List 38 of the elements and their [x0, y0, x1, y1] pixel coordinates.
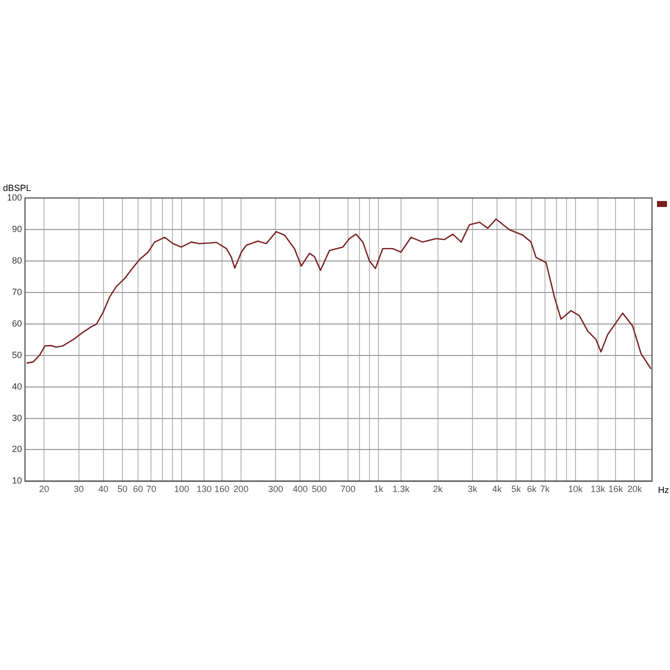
x-tick-label: 2k — [433, 484, 444, 494]
x-tick-label: 160 — [214, 484, 230, 494]
y-tick-label: 90 — [12, 224, 22, 234]
y-axis-title: dBSPL — [3, 182, 32, 193]
x-tick-label: 1k — [374, 484, 384, 494]
y-tick-label: 60 — [12, 318, 22, 328]
x-tick-label: 400 — [292, 484, 308, 494]
x-tick-label: 6k — [526, 484, 537, 494]
y-tick-label: 20 — [12, 444, 22, 454]
x-tick-label: 200 — [233, 484, 248, 494]
x-tick-label: 30 — [74, 484, 84, 494]
x-tick-label: 20 — [39, 484, 50, 494]
x-tick-label: 3k — [468, 484, 478, 494]
x-tick-label: 13k — [590, 484, 606, 494]
x-axis-title: Hz — [658, 485, 670, 496]
x-tick-label: 100 — [174, 484, 190, 494]
x-tick-label: 4k — [492, 484, 502, 494]
x-tick-label: 5k — [511, 484, 522, 494]
y-tick-label: 10 — [12, 476, 22, 486]
y-tick-label: 70 — [12, 286, 22, 297]
y-tick-label: 40 — [12, 381, 22, 392]
y-tick-label: 100 — [6, 192, 22, 202]
y-tick-label: 50 — [12, 350, 22, 360]
x-tick-label: 16k — [608, 484, 624, 494]
x-tick-label: 300 — [268, 484, 284, 494]
x-tick-label: 500 — [312, 484, 327, 494]
x-tick-label: 40 — [98, 484, 108, 494]
y-tick-label: 80 — [12, 255, 22, 266]
x-tick-label: 10k — [568, 484, 584, 494]
x-tick-label: 50 — [117, 484, 128, 494]
x-tick-label: 700 — [340, 484, 356, 494]
x-tick-label: 70 — [146, 484, 156, 494]
x-tick-label: 20k — [627, 484, 642, 494]
x-tick-label: 130 — [196, 484, 212, 494]
y-tick-label: 30 — [12, 412, 22, 423]
x-tick-label: 60 — [133, 484, 144, 494]
x-tick-label: 7k — [540, 484, 550, 494]
x-tick-label: 1.3k — [392, 484, 410, 494]
